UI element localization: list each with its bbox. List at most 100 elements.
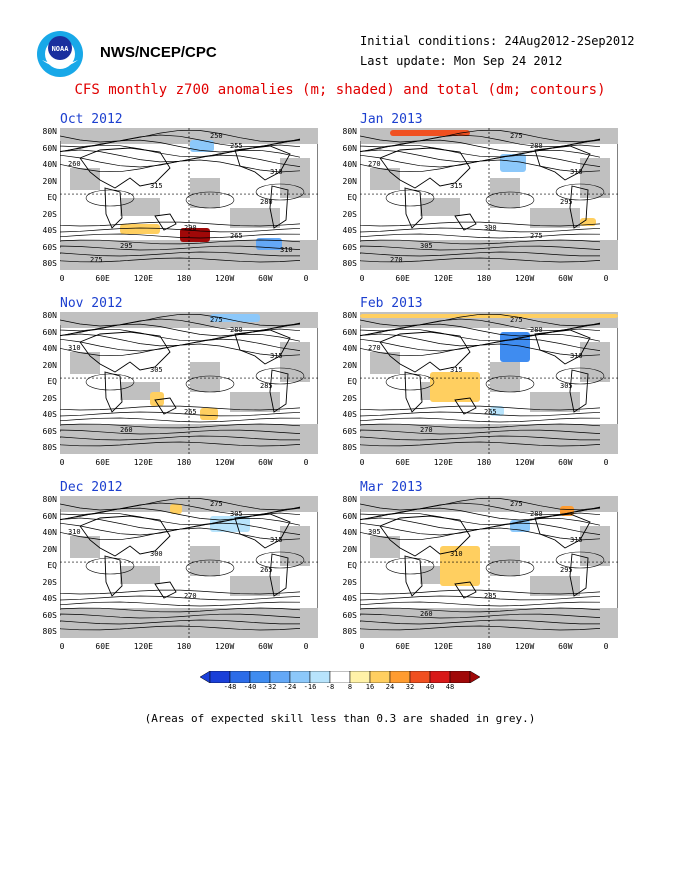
lat-tick-label: 40S (342, 226, 357, 235)
lat-tick-label: 20S (342, 577, 357, 587)
lon-tick-label: 120W (215, 458, 235, 467)
contour-label: 255 (230, 142, 243, 150)
contour-line (60, 318, 301, 332)
contour-line (360, 595, 601, 601)
lat-tick-label: EQ (347, 561, 357, 570)
anomaly-shading (180, 228, 210, 242)
lat-tick-label: EQ (47, 377, 57, 386)
colorbar-swatch (449, 671, 471, 683)
contour-line (60, 129, 301, 143)
lon-tick-label: 0 (359, 642, 365, 651)
lon-tick-label: 180 (176, 642, 192, 651)
coastline (269, 185, 289, 229)
contour-line (255, 367, 305, 385)
contour-label: 315 (150, 182, 163, 190)
lon-tick-label: 120E (433, 642, 453, 651)
panel-month-label: Feb 2013 (360, 296, 423, 311)
contour-line (360, 619, 600, 625)
lat-tick-label: EQ (347, 377, 357, 386)
coastline (154, 581, 177, 599)
lon-tick-label: 180 (176, 274, 192, 283)
contour-line (60, 227, 301, 233)
colorbar-tick-label: 48 (445, 683, 455, 691)
lon-tick-label: 60W (258, 458, 273, 467)
contour-label: 280 (260, 198, 273, 206)
contour-line (60, 589, 301, 595)
contour-line (60, 251, 300, 257)
coastline (534, 145, 591, 181)
colorbar-tick-label: 24 (385, 683, 395, 691)
lat-tick-label: 80S (342, 443, 357, 452)
contour-line (360, 313, 601, 327)
coastline (234, 329, 291, 365)
contour-label: 275 (510, 316, 523, 324)
anomaly-shading (150, 392, 164, 406)
low-skill-area (120, 198, 160, 216)
lat-tick-label: EQ (47, 561, 57, 570)
anomaly-shading (120, 224, 160, 234)
lat-tick-label: 60N (42, 143, 57, 153)
lon-tick-label: 60W (558, 458, 573, 467)
coastline (404, 555, 423, 597)
contour-line (360, 625, 601, 631)
contour-line (360, 144, 601, 158)
low-skill-area (120, 566, 160, 584)
contour-label: 305 (230, 510, 243, 518)
map-panel: 250 255 260 310 315 280 290 295 265 275 310 (60, 128, 318, 270)
lat-tick-label: 40S (42, 594, 57, 603)
anomaly-shading (430, 372, 480, 402)
contour-line (360, 517, 601, 531)
lat-tick-label: 40N (342, 528, 357, 537)
coastline (404, 371, 423, 413)
lon-tick-label: 0 (59, 274, 65, 283)
low-skill-area (190, 546, 220, 576)
contour-line (360, 589, 601, 595)
colorbar-tick-label: -16 (303, 683, 317, 691)
lon-tick-label: 180 (476, 642, 492, 651)
contour-line (185, 375, 235, 393)
contour-line (60, 607, 301, 613)
lat-tick-label: 60S (42, 242, 57, 252)
colorbar-tick-label: -24 (283, 683, 297, 691)
contour-line (60, 502, 301, 516)
colorbar-arrow-left (200, 671, 211, 683)
colorbar-swatch (249, 671, 271, 683)
contour-line (60, 497, 301, 511)
contour-line (60, 328, 301, 342)
lon-tick-label: 0 (303, 642, 309, 651)
contour-label: 275 (90, 256, 103, 264)
map-panel: 275 280 270 310 315 295 300 305 275 270 (360, 128, 618, 270)
coastline (79, 515, 171, 557)
lon-tick-label: 60W (558, 274, 573, 283)
coastline (104, 187, 123, 229)
low-skill-area (230, 208, 280, 228)
low-skill-area (530, 208, 580, 228)
lat-tick-label: 60N (42, 327, 57, 337)
lat-tick-label: 20S (42, 209, 57, 219)
map-panel: 275 280 305 315 310 295 285 260 (360, 496, 618, 638)
contour-line (60, 417, 301, 423)
contour-label: 315 (570, 536, 583, 544)
lat-tick-label: 80S (42, 443, 57, 452)
colorbar (200, 671, 480, 683)
low-skill-area (370, 536, 400, 558)
contour-label: 280 (530, 510, 543, 518)
contour-line (60, 595, 301, 601)
contour-line (85, 557, 135, 575)
low-skill-area (490, 546, 520, 576)
lat-tick-label: 20S (342, 393, 357, 403)
colorbar-swatch (429, 671, 451, 683)
lat-tick-label: 40S (42, 226, 57, 235)
panel-month-label: Oct 2012 (60, 112, 123, 127)
lat-tick-label: 60N (342, 511, 357, 521)
lat-tick-label: 60S (342, 242, 357, 252)
lat-tick-label: 40N (342, 344, 357, 353)
colorbar-tick-label: 16 (365, 683, 375, 691)
contour-line (385, 189, 435, 207)
contour-label: 275 (510, 500, 523, 508)
low-skill-area (230, 576, 280, 596)
coastline (269, 553, 289, 597)
contour-label: 295 (560, 566, 573, 574)
contour-label: 300 (484, 224, 497, 232)
coastline (104, 371, 123, 413)
